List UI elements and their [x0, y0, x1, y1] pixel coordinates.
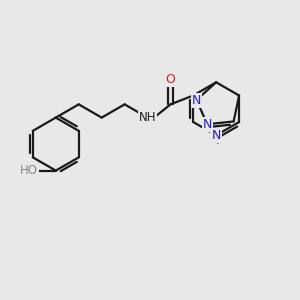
Text: N: N: [212, 129, 221, 142]
Text: N: N: [192, 94, 201, 106]
Text: NH: NH: [139, 111, 156, 124]
Text: HO: HO: [20, 164, 38, 177]
Text: O: O: [166, 73, 176, 86]
Text: N: N: [202, 118, 212, 131]
